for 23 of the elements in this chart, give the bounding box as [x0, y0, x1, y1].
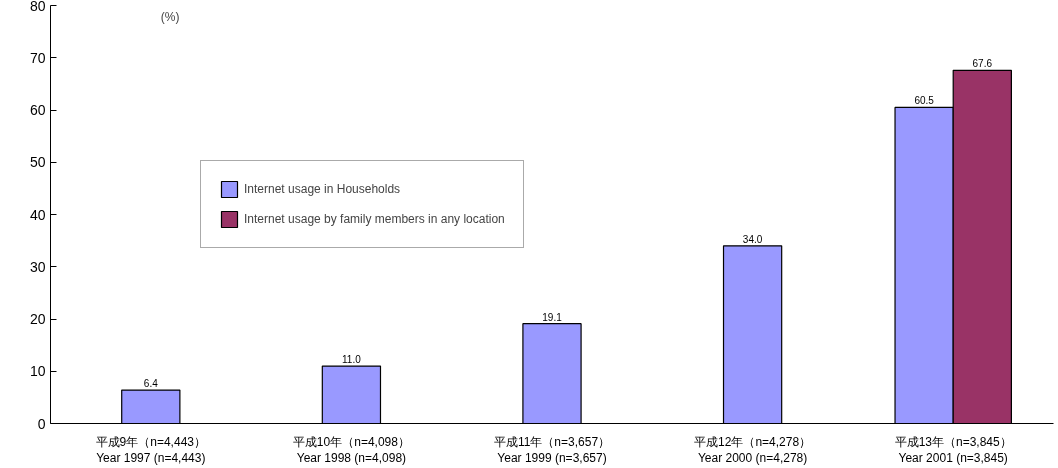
y-tick-label: 50 — [29, 154, 46, 171]
y-tick-label: 80 — [29, 0, 46, 14]
data-label: 6.4 — [143, 378, 159, 390]
x-tick-label: 平成9年（n=4,443） Year 1997 (n=4,443) — [95, 434, 206, 466]
y-tick-label: 60 — [29, 102, 46, 118]
legend-label: Internet usage in Households — [244, 182, 401, 196]
data-label: 67.6 — [972, 58, 993, 70]
y-axis-title: (%) — [160, 9, 180, 24]
y-tick-label: 40 — [29, 206, 46, 223]
data-label: 60.5 — [914, 95, 935, 107]
data-label: 34.0 — [742, 233, 763, 245]
y-tick-label: 20 — [29, 311, 46, 327]
y-tick-label: 30 — [29, 258, 46, 275]
x-tick-label: 平成12年（n=4,278） Year 2000 (n=4,278) — [694, 434, 812, 466]
x-tick-label: 平成11年（n=3,657） Year 1999 (n=3,657) — [493, 434, 611, 466]
y-tick-label: 70 — [29, 49, 46, 66]
y-tick-label: 10 — [29, 363, 46, 380]
x-tick-label: 平成13年（n=3,845） Year 2001 (n=3,845) — [894, 434, 1012, 466]
y-tick-label: 0 — [37, 415, 46, 432]
data-label: 11.0 — [342, 354, 362, 366]
legend-label: Internet usage by family members in any location — [244, 212, 505, 226]
x-tick-label: 平成10年（n=4,098） Year 1998 (n=4,098) — [292, 434, 410, 466]
data-label: 19.1 — [542, 311, 563, 323]
